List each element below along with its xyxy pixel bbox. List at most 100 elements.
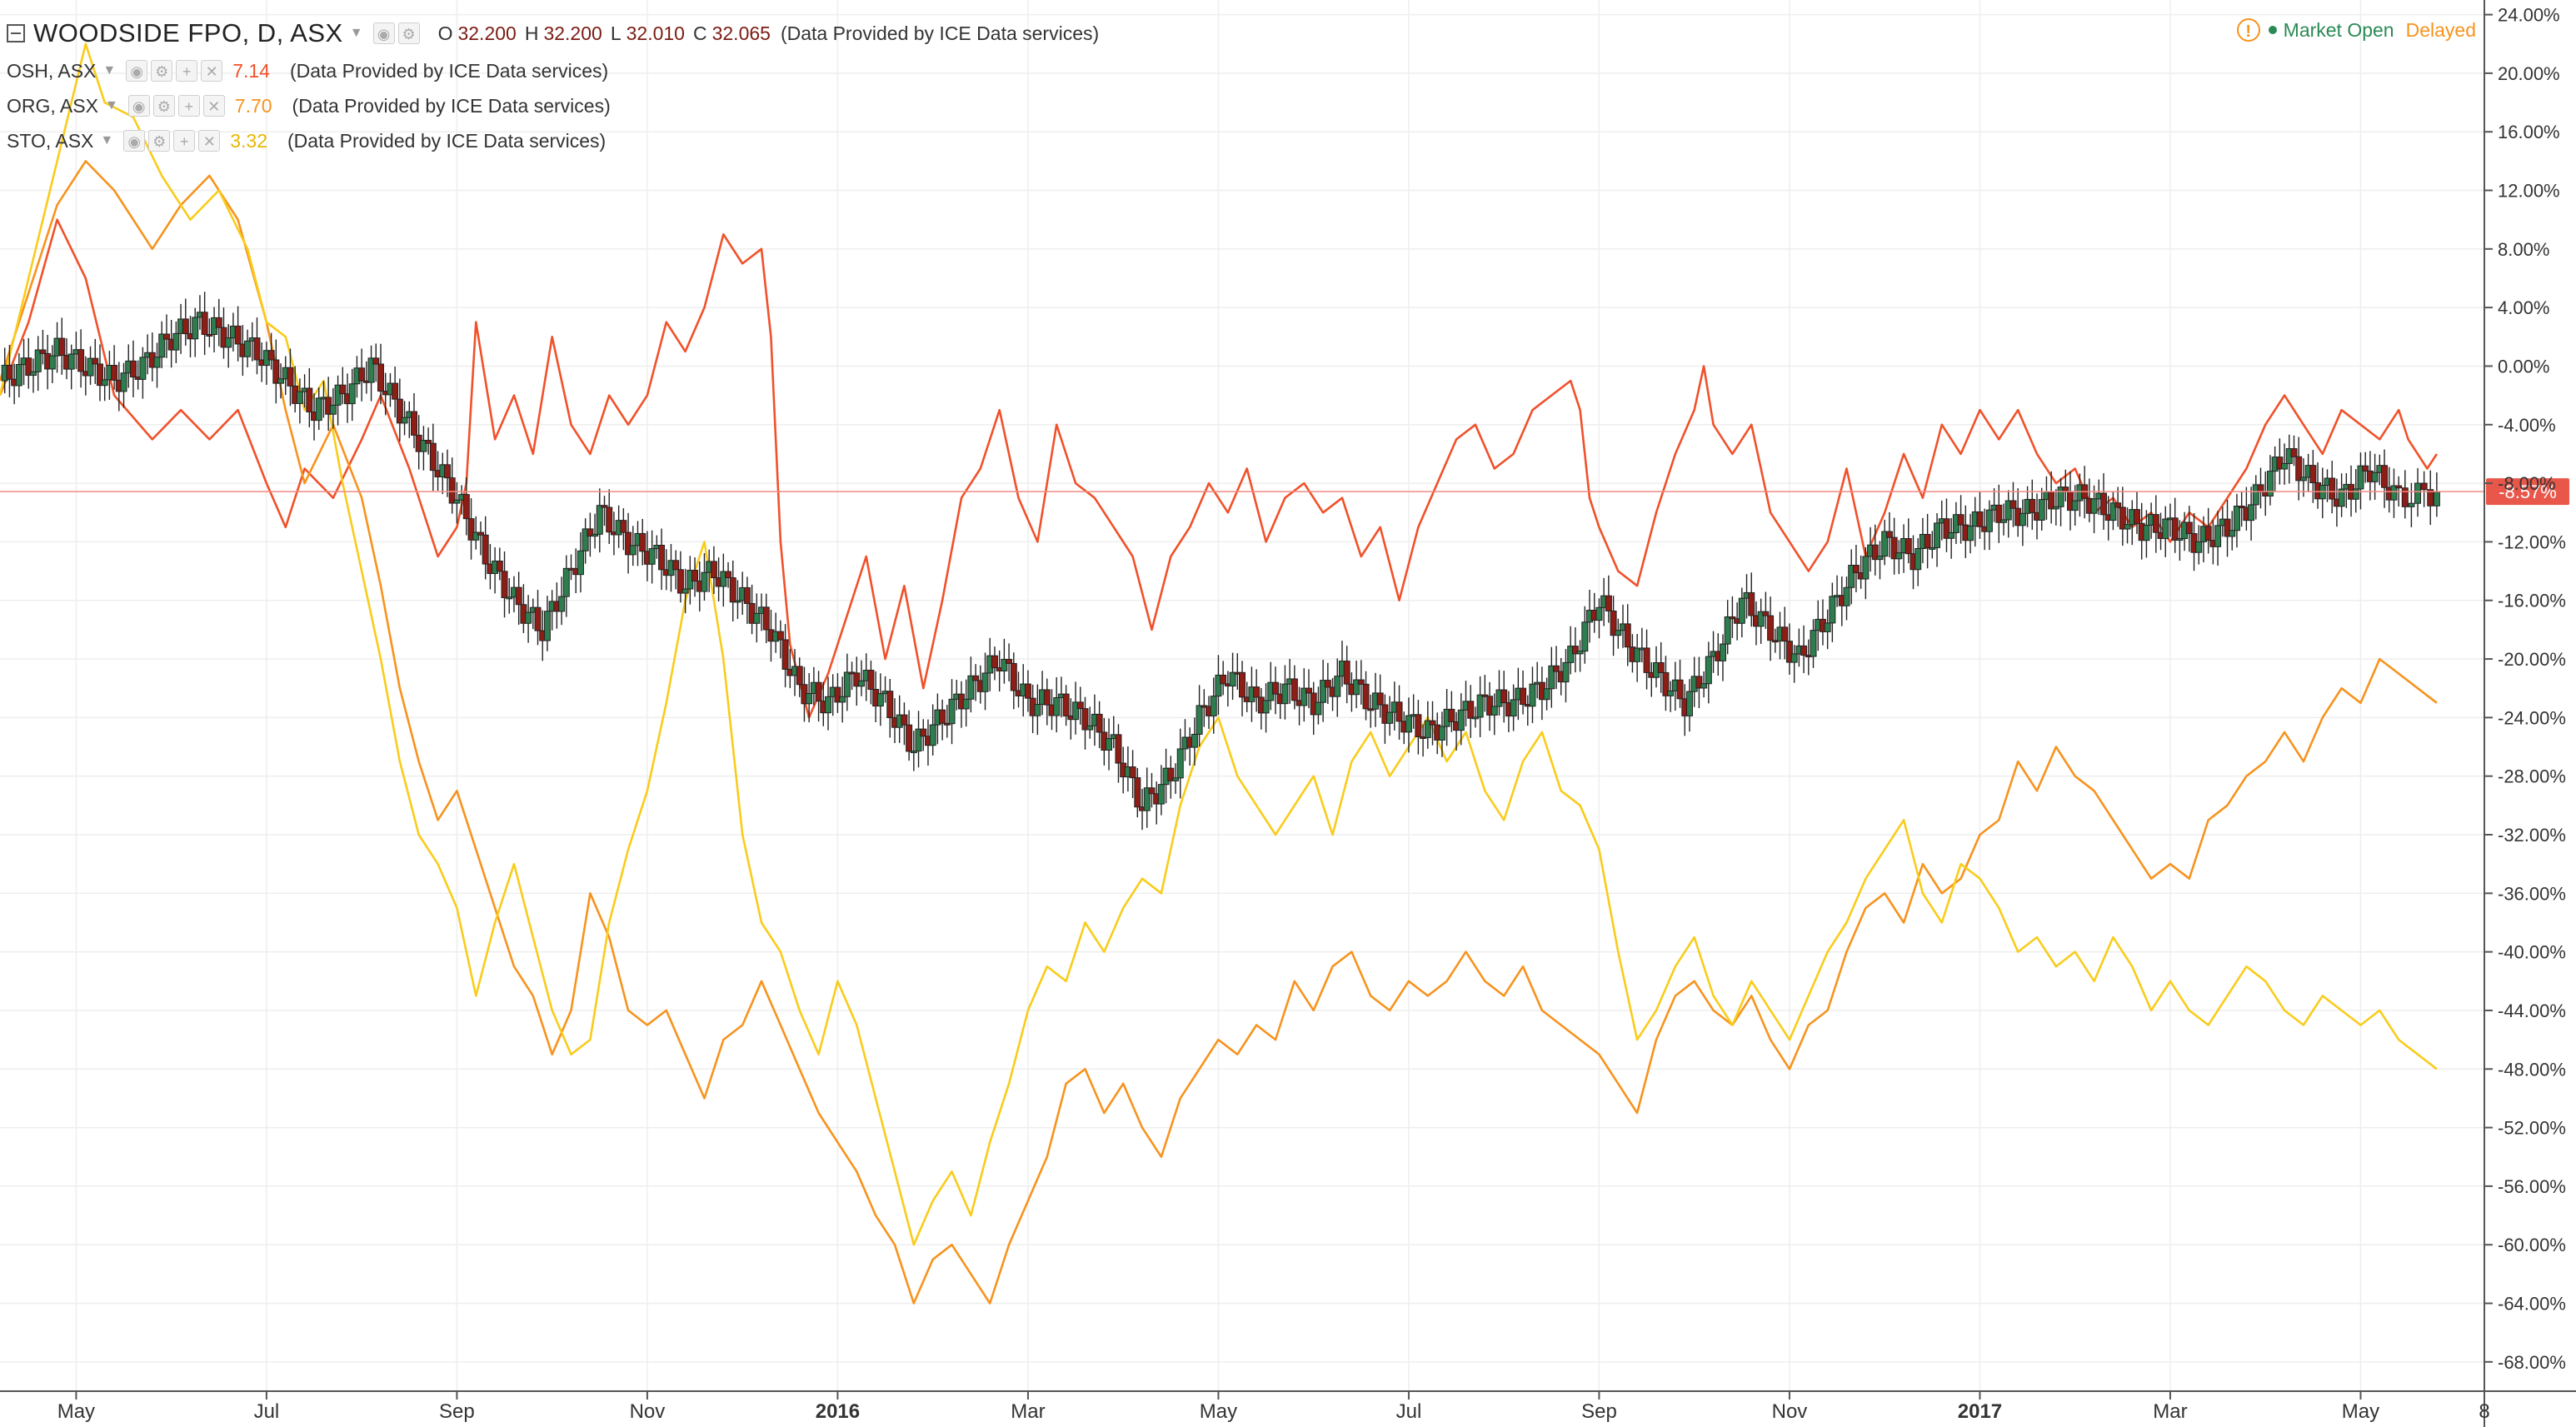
candle-body bbox=[2133, 509, 2140, 524]
candle-body bbox=[1072, 701, 1080, 721]
candle-body bbox=[1695, 676, 1703, 689]
y-tick-label: -8.00% bbox=[2498, 473, 2556, 494]
candle-body bbox=[1115, 734, 1122, 764]
candle-body bbox=[1500, 689, 1508, 704]
chevron-down-icon[interactable]: ▼ bbox=[100, 133, 114, 147]
candle-body bbox=[2420, 482, 2428, 491]
candle-body bbox=[1705, 656, 1712, 685]
series-line-osh bbox=[0, 218, 2438, 719]
candle-body bbox=[1062, 693, 1070, 716]
candle-body bbox=[1229, 671, 1236, 687]
candle-body bbox=[1676, 679, 1684, 700]
candle-body bbox=[2119, 506, 2126, 530]
y-tick-label: -48.00% bbox=[2498, 1059, 2566, 1080]
candle-body bbox=[1929, 546, 1936, 550]
gear-icon[interactable]: ⚙ bbox=[151, 60, 173, 82]
eye-icon[interactable]: ◉ bbox=[127, 95, 150, 117]
candle-body bbox=[2143, 524, 2150, 541]
candle-body bbox=[272, 359, 280, 384]
candle-body bbox=[2090, 498, 2098, 514]
candle-body bbox=[296, 391, 303, 404]
eye-icon[interactable]: ◉ bbox=[123, 130, 146, 152]
candle-body bbox=[372, 357, 380, 365]
candle-body bbox=[358, 367, 366, 382]
candle-body bbox=[886, 691, 894, 719]
y-axis[interactable]: 24.00% 20.00% 16.00% 12.00% 8.00% 4.00% 0.00% -… bbox=[2484, 0, 2566, 1427]
candle-body bbox=[306, 387, 313, 413]
candle-body bbox=[825, 696, 831, 714]
close-icon[interactable]: ✕ bbox=[198, 130, 221, 152]
gear-icon[interactable]: ⚙ bbox=[397, 22, 420, 44]
candle-body bbox=[2185, 521, 2193, 535]
candle-body bbox=[1685, 691, 1693, 716]
candle-body bbox=[672, 560, 680, 571]
candle-body bbox=[2395, 485, 2403, 489]
candle-body bbox=[2427, 489, 2434, 506]
candle-body bbox=[1571, 646, 1579, 655]
candle-body bbox=[377, 363, 385, 392]
eye-icon[interactable]: ◉ bbox=[126, 60, 148, 82]
close-icon[interactable]: ✕ bbox=[201, 60, 223, 82]
candle-body bbox=[496, 560, 503, 572]
candle-body bbox=[111, 365, 118, 381]
y-tick-label: 8.00% bbox=[2498, 239, 2549, 260]
candle-body bbox=[1876, 556, 1884, 561]
chevron-down-icon[interactable]: ▼ bbox=[102, 63, 117, 77]
plus-icon[interactable]: + bbox=[173, 130, 196, 152]
candle-body bbox=[962, 698, 970, 710]
collapse-legend-button[interactable] bbox=[7, 24, 25, 42]
candle-body bbox=[901, 714, 908, 726]
candle-body bbox=[1271, 681, 1279, 695]
y-tick-label: -36.00% bbox=[2498, 883, 2566, 904]
candle-body bbox=[67, 353, 75, 370]
candle-body bbox=[1719, 643, 1726, 661]
eye-icon[interactable]: ◉ bbox=[372, 22, 395, 44]
close-icon[interactable]: ✕ bbox=[202, 95, 225, 117]
candle-body bbox=[734, 600, 741, 603]
candle-body bbox=[1790, 653, 1798, 663]
candle-body bbox=[906, 724, 913, 752]
y-tick-label: 12.00% bbox=[2498, 181, 2560, 202]
gear-icon[interactable]: ⚙ bbox=[152, 95, 175, 117]
chevron-down-icon[interactable]: ▼ bbox=[104, 98, 118, 112]
candle-body bbox=[1096, 713, 1103, 733]
candle-body bbox=[401, 417, 408, 424]
gear-icon[interactable]: ⚙ bbox=[148, 130, 171, 152]
x-tick-label: May bbox=[57, 1400, 95, 1423]
candlestick-series bbox=[1, 292, 2440, 831]
candle-body bbox=[2362, 465, 2369, 472]
candle-body bbox=[1324, 680, 1331, 688]
candle-body bbox=[2099, 492, 2107, 516]
y-tick-label: -24.00% bbox=[2498, 707, 2566, 728]
y-tick-label: -44.00% bbox=[2498, 1000, 2566, 1021]
candle-body bbox=[244, 340, 252, 357]
y-tick-label: -16.00% bbox=[2498, 591, 2566, 611]
y-tick-label: -40.00% bbox=[2498, 942, 2566, 963]
y-tick-label: -12.00% bbox=[2498, 531, 2566, 552]
candle-body bbox=[1848, 565, 1855, 588]
candle-body bbox=[2257, 484, 2264, 493]
candle-body bbox=[101, 379, 108, 387]
warning-icon[interactable]: ! bbox=[2236, 18, 2260, 42]
plus-icon[interactable]: + bbox=[177, 95, 200, 117]
x-tick-label: 2017 bbox=[1958, 1400, 2002, 1423]
candle-body bbox=[648, 548, 656, 565]
x-tick-label: 8 bbox=[2479, 1400, 2489, 1423]
plus-icon[interactable]: + bbox=[176, 60, 198, 82]
chevron-down-icon[interactable]: ▼ bbox=[349, 26, 363, 40]
candle-body bbox=[1800, 645, 1808, 656]
candle-body bbox=[1767, 615, 1775, 641]
y-tick-label: -4.00% bbox=[2498, 415, 2556, 436]
candle-body bbox=[592, 533, 599, 537]
candle-body bbox=[215, 317, 222, 328]
candle-body bbox=[315, 397, 322, 422]
candle-body bbox=[1357, 679, 1365, 685]
candle-body bbox=[1548, 665, 1555, 690]
candle-body bbox=[1290, 678, 1298, 701]
candle-body bbox=[2390, 485, 2398, 501]
candle-body bbox=[396, 398, 403, 424]
x-axis[interactable]: May Jul Sep Nov 2016 Mar May Jul Sep Nov 2017 Mar Ma… bbox=[0, 1390, 2576, 1423]
candle-body bbox=[710, 561, 717, 579]
candle-body bbox=[1134, 777, 1141, 808]
